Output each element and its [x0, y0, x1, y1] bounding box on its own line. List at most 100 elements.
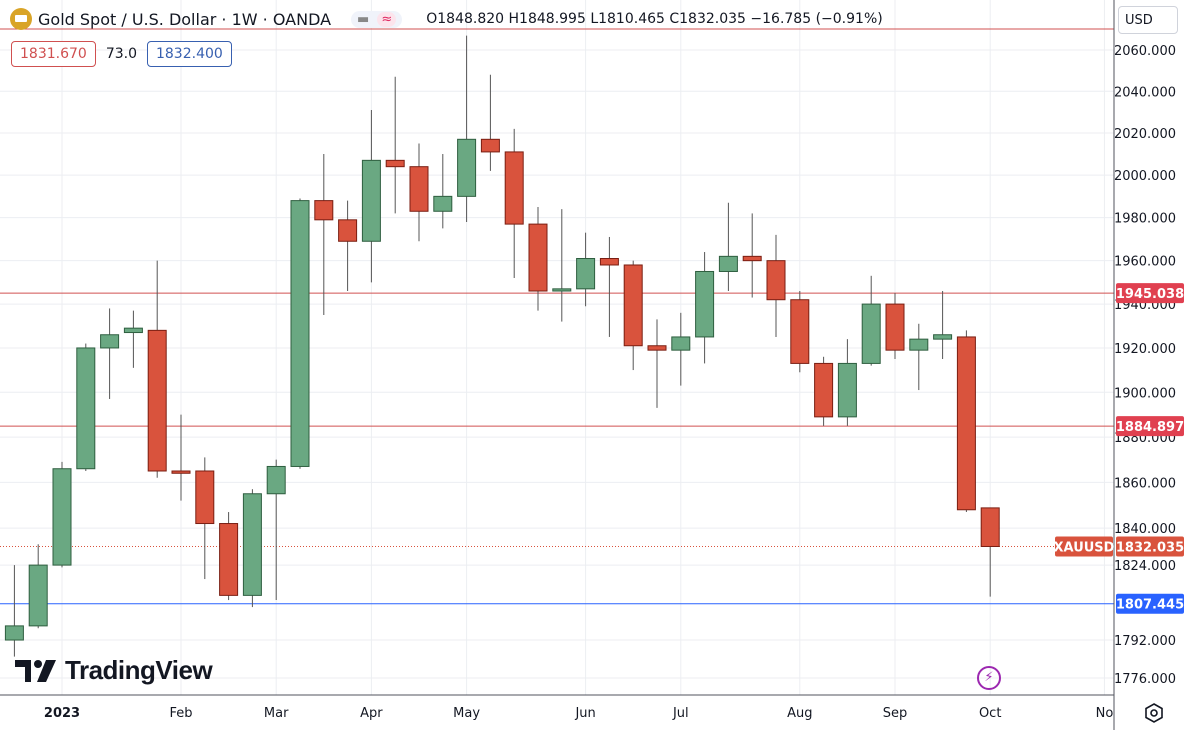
candle-body — [361, 159, 381, 242]
currency-button[interactable]: USD — [1118, 6, 1178, 34]
candle — [790, 291, 810, 373]
change-value: −16.785 (−0.91%) — [750, 11, 883, 27]
candle-body — [219, 523, 239, 596]
candle-body — [980, 507, 1000, 547]
level-price-label-bg — [1116, 283, 1184, 304]
candle-body — [861, 303, 881, 364]
x-tick-label: May — [453, 706, 480, 721]
level-price-label-bg — [1116, 593, 1184, 614]
candle — [4, 565, 24, 657]
symbol-title[interactable]: Gold Spot / U.S. Dollar · 1W · OANDA — [38, 9, 332, 29]
candle — [290, 198, 310, 469]
y-tick-label: 1960.000 — [1114, 255, 1176, 270]
candle-body — [242, 493, 262, 596]
y-tick-label: 1840.000 — [1114, 522, 1176, 537]
symbol-label: XAUUSD — [1054, 540, 1115, 555]
buy-button[interactable]: 1832.400 — [146, 41, 232, 67]
candle — [409, 143, 429, 242]
gold-symbol-icon — [10, 8, 32, 30]
minus-icon[interactable]: ▬ — [357, 11, 370, 27]
candle — [576, 232, 596, 307]
candle — [599, 236, 619, 337]
candle-body — [647, 345, 667, 351]
candle — [837, 339, 857, 426]
y-tick-label: 2020.000 — [1114, 127, 1176, 142]
tradingview-logo[interactable]: TradingView — [15, 655, 213, 686]
candle-body — [266, 465, 286, 495]
y-tick-label: 1824.000 — [1114, 559, 1176, 574]
candle-body — [552, 288, 572, 292]
candle — [76, 343, 96, 471]
trade-quotes: 1831.670 73.0 1832.400 — [11, 41, 232, 67]
sell-button[interactable]: 1831.670 — [11, 41, 96, 67]
candle-body — [314, 200, 334, 221]
candle-body — [528, 223, 548, 292]
symbol-label-bg — [1055, 536, 1113, 557]
candle-body — [814, 362, 834, 418]
candle-body — [100, 334, 120, 349]
candle — [933, 291, 953, 359]
x-tick-label: Jul — [672, 706, 689, 721]
candle — [718, 202, 738, 292]
candle — [766, 234, 786, 337]
candle — [314, 154, 334, 316]
candle-body — [790, 299, 810, 364]
candle — [457, 35, 477, 222]
candle — [695, 252, 715, 364]
candle-body — [623, 264, 643, 347]
candle-body — [909, 338, 929, 351]
candle — [528, 207, 548, 311]
candle — [671, 312, 691, 386]
wave-icon[interactable]: ≈ — [377, 11, 397, 27]
candle — [219, 512, 239, 601]
candle-body — [147, 329, 167, 472]
brand-name: TradingView — [65, 655, 213, 685]
y-tick-label: 1792.000 — [1114, 634, 1176, 649]
candle-body — [76, 347, 96, 470]
x-tick-label: Jun — [574, 706, 595, 721]
candle-body — [576, 258, 596, 290]
chart-header: Gold Spot / U.S. Dollar · 1W · OANDA ▬ ≈… — [10, 8, 883, 30]
candle-body — [933, 334, 953, 340]
candle-body — [195, 470, 215, 525]
candle — [861, 275, 881, 366]
close-value: C1832.035 — [669, 11, 746, 27]
candle — [623, 260, 643, 371]
settings-icon[interactable] — [1143, 702, 1165, 724]
y-tick-label: 1980.000 — [1114, 212, 1176, 227]
candle-body — [52, 468, 72, 566]
level-price-label: 1807.445 — [1116, 598, 1184, 613]
candle-body — [599, 258, 619, 266]
candle — [814, 356, 834, 426]
candle — [338, 200, 358, 292]
candle-body — [671, 336, 691, 351]
x-tick-label: Feb — [169, 706, 192, 721]
candle — [195, 457, 215, 580]
last-price-label: 1832.035 — [1116, 540, 1184, 555]
candle — [147, 260, 167, 478]
candle-body — [457, 138, 477, 197]
candle — [480, 74, 500, 171]
level-price-label: 1884.897 — [1116, 420, 1184, 435]
y-tick-label: 1920.000 — [1114, 342, 1176, 357]
candle — [504, 128, 524, 278]
y-tick-label: 1776.000 — [1114, 672, 1176, 687]
x-tick-label: Sep — [883, 706, 908, 721]
candle-body — [718, 255, 738, 272]
y-tick-label: 1860.000 — [1114, 476, 1176, 491]
spread-value: 73.0 — [105, 46, 137, 62]
candle — [552, 209, 572, 322]
candle-body — [885, 303, 905, 351]
candle — [433, 154, 453, 229]
level-price-label: 1945.038 — [1116, 287, 1184, 302]
x-tick-label: Apr — [360, 706, 383, 721]
candle-body — [742, 255, 762, 262]
ohlc-readout: O1848.820 H1848.995 L1810.465 C1832.035 … — [426, 11, 882, 27]
candle — [100, 308, 120, 399]
candle — [52, 461, 72, 568]
candle — [28, 544, 48, 629]
lightning-icon[interactable]: ⚡ — [977, 666, 1001, 690]
candle — [266, 459, 286, 601]
indicator-toggle[interactable]: ▬ ≈ — [351, 10, 403, 28]
